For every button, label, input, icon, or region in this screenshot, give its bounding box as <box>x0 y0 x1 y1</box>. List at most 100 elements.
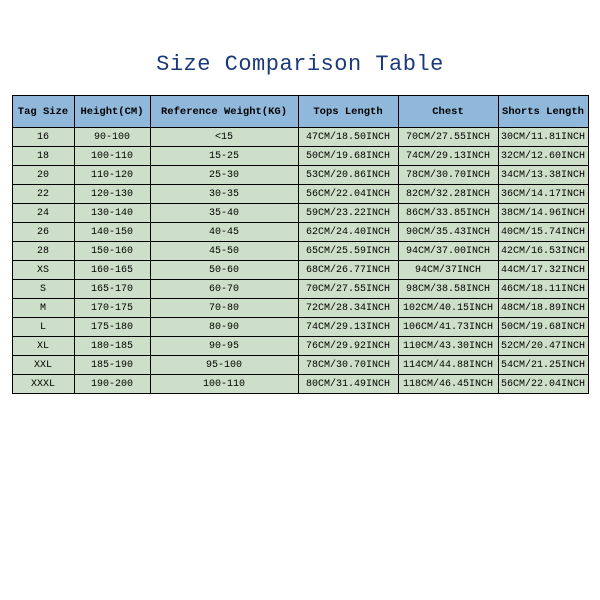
table-cell: XXL <box>12 356 74 375</box>
table-cell: 15-25 <box>150 147 298 166</box>
page-title: Size Comparison Table <box>156 52 444 77</box>
col-tag-size: Tag Size <box>12 96 74 128</box>
table-cell: 30-35 <box>150 185 298 204</box>
table-row: M170-17570-8072CM/28.34INCH102CM/40.15IN… <box>12 299 588 318</box>
table-cell: 52CM/20.47INCH <box>498 337 588 356</box>
table-cell: 94CM/37.00INCH <box>398 242 498 261</box>
table-row: XS160-16550-6068CM/26.77INCH94CM/37INCH4… <box>12 261 588 280</box>
table-cell: 98CM/38.58INCH <box>398 280 498 299</box>
table-cell: 80-90 <box>150 318 298 337</box>
table-cell: XXXL <box>12 375 74 394</box>
table-cell: 140-150 <box>74 223 150 242</box>
table-cell: 60-70 <box>150 280 298 299</box>
table-cell: 26 <box>12 223 74 242</box>
table-cell: M <box>12 299 74 318</box>
table-row: 18100-11015-2550CM/19.68INCH74CM/29.13IN… <box>12 147 588 166</box>
table-cell: 78CM/30.70INCH <box>298 356 398 375</box>
table-cell: 114CM/44.88INCH <box>398 356 498 375</box>
table-cell: 78CM/30.70INCH <box>398 166 498 185</box>
col-chest: Chest <box>398 96 498 128</box>
table-cell: 94CM/37INCH <box>398 261 498 280</box>
table-cell: S <box>12 280 74 299</box>
table-cell: 90-95 <box>150 337 298 356</box>
table-cell: 118CM/46.45INCH <box>398 375 498 394</box>
table-cell: 44CM/17.32INCH <box>498 261 588 280</box>
table-cell: 47CM/18.50INCH <box>298 128 398 147</box>
table-cell: 65CM/25.59INCH <box>298 242 398 261</box>
table-cell: 45-50 <box>150 242 298 261</box>
table-cell: 54CM/21.25INCH <box>498 356 588 375</box>
table-cell: 110-120 <box>74 166 150 185</box>
table-cell: 40-45 <box>150 223 298 242</box>
table-cell: 70CM/27.55INCH <box>398 128 498 147</box>
table-cell: 110CM/43.30INCH <box>398 337 498 356</box>
table-cell: 70CM/27.55INCH <box>298 280 398 299</box>
table-cell: 90-100 <box>74 128 150 147</box>
table-cell: 175-180 <box>74 318 150 337</box>
table-cell: 30CM/11.81INCH <box>498 128 588 147</box>
table-row: XXXL190-200100-11080CM/31.49INCH118CM/46… <box>12 375 588 394</box>
table-cell: 190-200 <box>74 375 150 394</box>
col-ref-weight: Reference Weight(KG) <box>150 96 298 128</box>
table-cell: 22 <box>12 185 74 204</box>
table-cell: 56CM/22.04INCH <box>498 375 588 394</box>
table-cell: 50CM/19.68INCH <box>298 147 398 166</box>
table-cell: 34CM/13.38INCH <box>498 166 588 185</box>
table-cell: 76CM/29.92INCH <box>298 337 398 356</box>
table-cell: 50-60 <box>150 261 298 280</box>
table-cell: L <box>12 318 74 337</box>
table-row: 20110-12025-3053CM/20.86INCH78CM/30.70IN… <box>12 166 588 185</box>
table-cell: 165-170 <box>74 280 150 299</box>
table-cell: 160-165 <box>74 261 150 280</box>
table-cell: 35-40 <box>150 204 298 223</box>
table-cell: 24 <box>12 204 74 223</box>
table-cell: 42CM/16.53INCH <box>498 242 588 261</box>
table-row: 28150-16045-5065CM/25.59INCH94CM/37.00IN… <box>12 242 588 261</box>
table-cell: 28 <box>12 242 74 261</box>
table-cell: 130-140 <box>74 204 150 223</box>
table-cell: 62CM/24.40INCH <box>298 223 398 242</box>
table-cell: 48CM/18.89INCH <box>498 299 588 318</box>
table-cell: 150-160 <box>74 242 150 261</box>
table-row: 26140-15040-4562CM/24.40INCH90CM/35.43IN… <box>12 223 588 242</box>
table-cell: 72CM/28.34INCH <box>298 299 398 318</box>
table-cell: 36CM/14.17INCH <box>498 185 588 204</box>
table-row: L175-18080-9074CM/29.13INCH106CM/41.73IN… <box>12 318 588 337</box>
table-cell: 120-130 <box>74 185 150 204</box>
table-row: XXL185-19095-10078CM/30.70INCH114CM/44.8… <box>12 356 588 375</box>
table-row: 22120-13030-3556CM/22.04INCH82CM/32.28IN… <box>12 185 588 204</box>
table-cell: 16 <box>12 128 74 147</box>
table-cell: 38CM/14.96INCH <box>498 204 588 223</box>
table-cell: 46CM/18.11INCH <box>498 280 588 299</box>
table-cell: 68CM/26.77INCH <box>298 261 398 280</box>
table-cell: 20 <box>12 166 74 185</box>
col-height: Height(CM) <box>74 96 150 128</box>
table-cell: 50CM/19.68INCH <box>498 318 588 337</box>
table-cell: 56CM/22.04INCH <box>298 185 398 204</box>
table-row: XL180-18590-9576CM/29.92INCH110CM/43.30I… <box>12 337 588 356</box>
table-cell: 25-30 <box>150 166 298 185</box>
table-cell: 18 <box>12 147 74 166</box>
table-cell: 80CM/31.49INCH <box>298 375 398 394</box>
table-cell: 40CM/15.74INCH <box>498 223 588 242</box>
col-shorts-length: Shorts Length <box>498 96 588 128</box>
table-cell: 95-100 <box>150 356 298 375</box>
table-cell: XL <box>12 337 74 356</box>
table-row: S165-17060-7070CM/27.55INCH98CM/38.58INC… <box>12 280 588 299</box>
table-cell: 106CM/41.73INCH <box>398 318 498 337</box>
col-tops-length: Tops Length <box>298 96 398 128</box>
table-cell: 185-190 <box>74 356 150 375</box>
table-cell: 32CM/12.60INCH <box>498 147 588 166</box>
table-cell: 59CM/23.22INCH <box>298 204 398 223</box>
table-header-row: Tag Size Height(CM) Reference Weight(KG)… <box>12 96 588 128</box>
table-cell: 100-110 <box>74 147 150 166</box>
table-cell: 70-80 <box>150 299 298 318</box>
table-cell: 90CM/35.43INCH <box>398 223 498 242</box>
table-cell: 100-110 <box>150 375 298 394</box>
table-cell: <15 <box>150 128 298 147</box>
table-cell: 74CM/29.13INCH <box>398 147 498 166</box>
table-cell: 102CM/40.15INCH <box>398 299 498 318</box>
table-cell: 170-175 <box>74 299 150 318</box>
table-cell: 86CM/33.85INCH <box>398 204 498 223</box>
table-cell: 82CM/32.28INCH <box>398 185 498 204</box>
